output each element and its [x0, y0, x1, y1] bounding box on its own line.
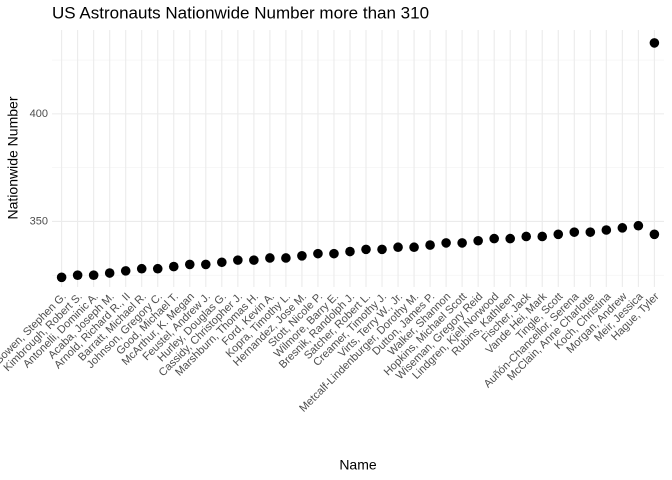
- point: [297, 251, 307, 261]
- point: [425, 240, 435, 250]
- point: [184, 259, 195, 270]
- point: [649, 38, 660, 48]
- point: [377, 244, 387, 255]
- point: [569, 227, 580, 237]
- point: [633, 220, 644, 231]
- point: [585, 227, 596, 237]
- y-tick-label: 350: [30, 215, 48, 227]
- point: [152, 263, 163, 274]
- point: [393, 242, 403, 253]
- point: [473, 235, 483, 246]
- point: [313, 248, 323, 259]
- point: [537, 231, 548, 242]
- point: [120, 266, 131, 276]
- point: [281, 253, 291, 263]
- point: [521, 231, 532, 242]
- x-axis-title: Name: [339, 457, 377, 473]
- y-axis-title: Nationwide Number: [5, 96, 21, 219]
- point: [265, 253, 275, 263]
- point: [217, 257, 227, 268]
- point: [489, 233, 499, 244]
- point: [649, 229, 660, 240]
- point: [168, 261, 179, 272]
- point: [104, 268, 115, 278]
- point: [409, 242, 419, 253]
- point: [88, 270, 99, 280]
- y-tick-label: 400: [30, 108, 48, 120]
- point: [136, 263, 147, 274]
- point: [361, 244, 371, 255]
- point: [617, 223, 628, 233]
- point: [505, 233, 515, 244]
- point: [249, 255, 259, 265]
- point: [201, 259, 211, 270]
- point: [457, 238, 467, 248]
- point: [553, 229, 564, 240]
- point: [72, 270, 83, 280]
- point: [601, 225, 612, 235]
- point: [441, 238, 451, 248]
- point: [329, 248, 339, 259]
- chart-title: US Astronauts Nationwide Number more tha…: [52, 3, 429, 22]
- point: [345, 246, 355, 257]
- point: [233, 255, 243, 265]
- point: [56, 272, 67, 283]
